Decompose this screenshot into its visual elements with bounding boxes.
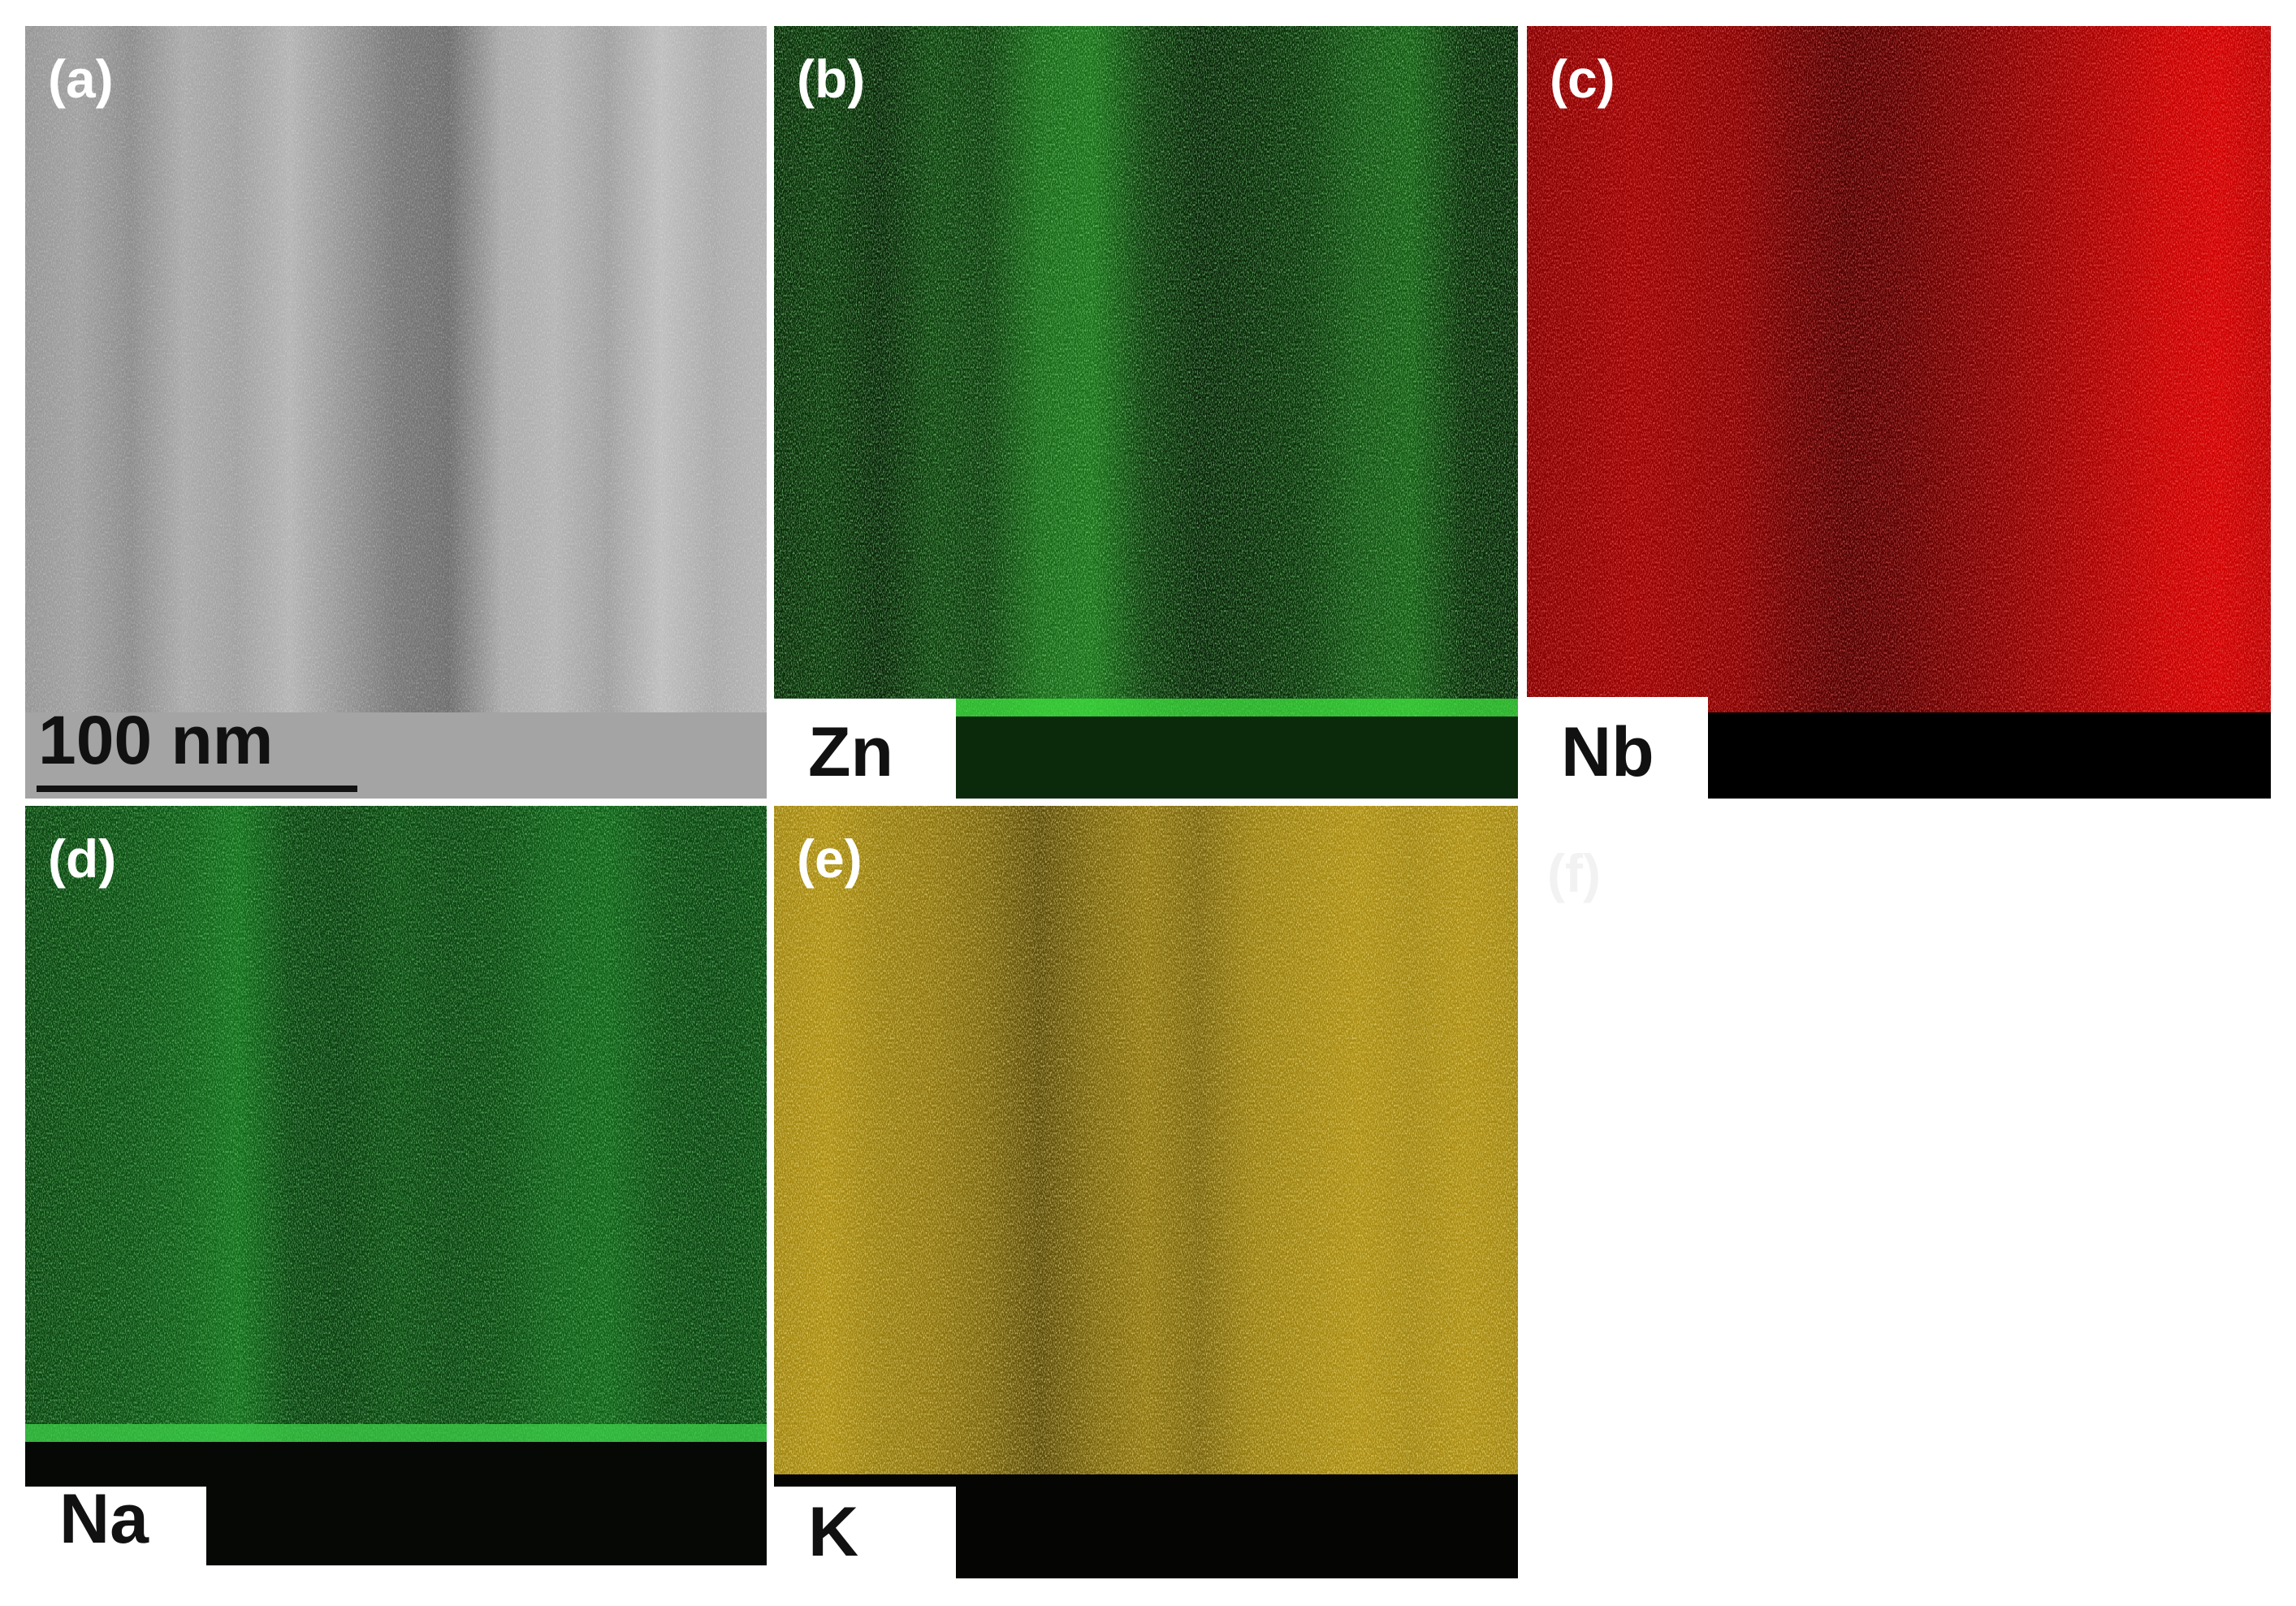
panel: (f) — [1547, 843, 1601, 903]
element-label: Nb — [1561, 713, 1654, 791]
panel: (b) Zn — [774, 26, 1518, 799]
map-noise — [1527, 26, 2271, 799]
panel: (e) K — [774, 806, 1518, 1578]
element-box — [774, 699, 956, 799]
panel-label: (f) — [1547, 843, 1601, 903]
substrate — [25, 712, 767, 799]
panel: (d) Na — [25, 806, 767, 1565]
element-box — [1527, 697, 1708, 799]
map-noise — [774, 26, 1518, 799]
element-box — [25, 1487, 206, 1565]
element-label: Na — [59, 1480, 149, 1558]
element-box — [774, 1487, 956, 1578]
panel-label: (d) — [48, 829, 116, 889]
map-noise — [25, 26, 767, 799]
panel-label: (a) — [48, 49, 114, 109]
panel: (a) 100 nm — [25, 26, 767, 799]
interface-line — [25, 1424, 767, 1442]
panel: (c) Nb — [1527, 26, 2271, 799]
interface-line — [774, 699, 1518, 716]
element-label: Zn — [808, 713, 893, 791]
scale-bar — [37, 786, 357, 792]
map-noise — [774, 806, 1518, 1578]
scale-bar-label: 100 nm — [38, 702, 274, 778]
panel-label: (c) — [1550, 49, 1615, 109]
panel-label: (e) — [797, 829, 863, 889]
element-label: K — [808, 1493, 858, 1571]
panel-label: (b) — [797, 49, 865, 109]
